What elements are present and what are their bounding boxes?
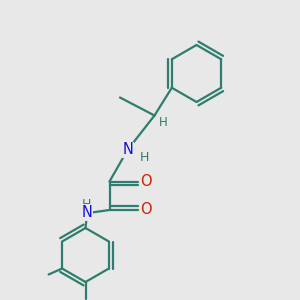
Text: O: O: [141, 174, 152, 189]
Text: H: H: [158, 116, 167, 129]
Text: H: H: [139, 151, 149, 164]
Text: H: H: [82, 198, 91, 211]
Text: N: N: [82, 205, 92, 220]
Text: O: O: [141, 202, 152, 217]
Text: N: N: [123, 142, 134, 158]
